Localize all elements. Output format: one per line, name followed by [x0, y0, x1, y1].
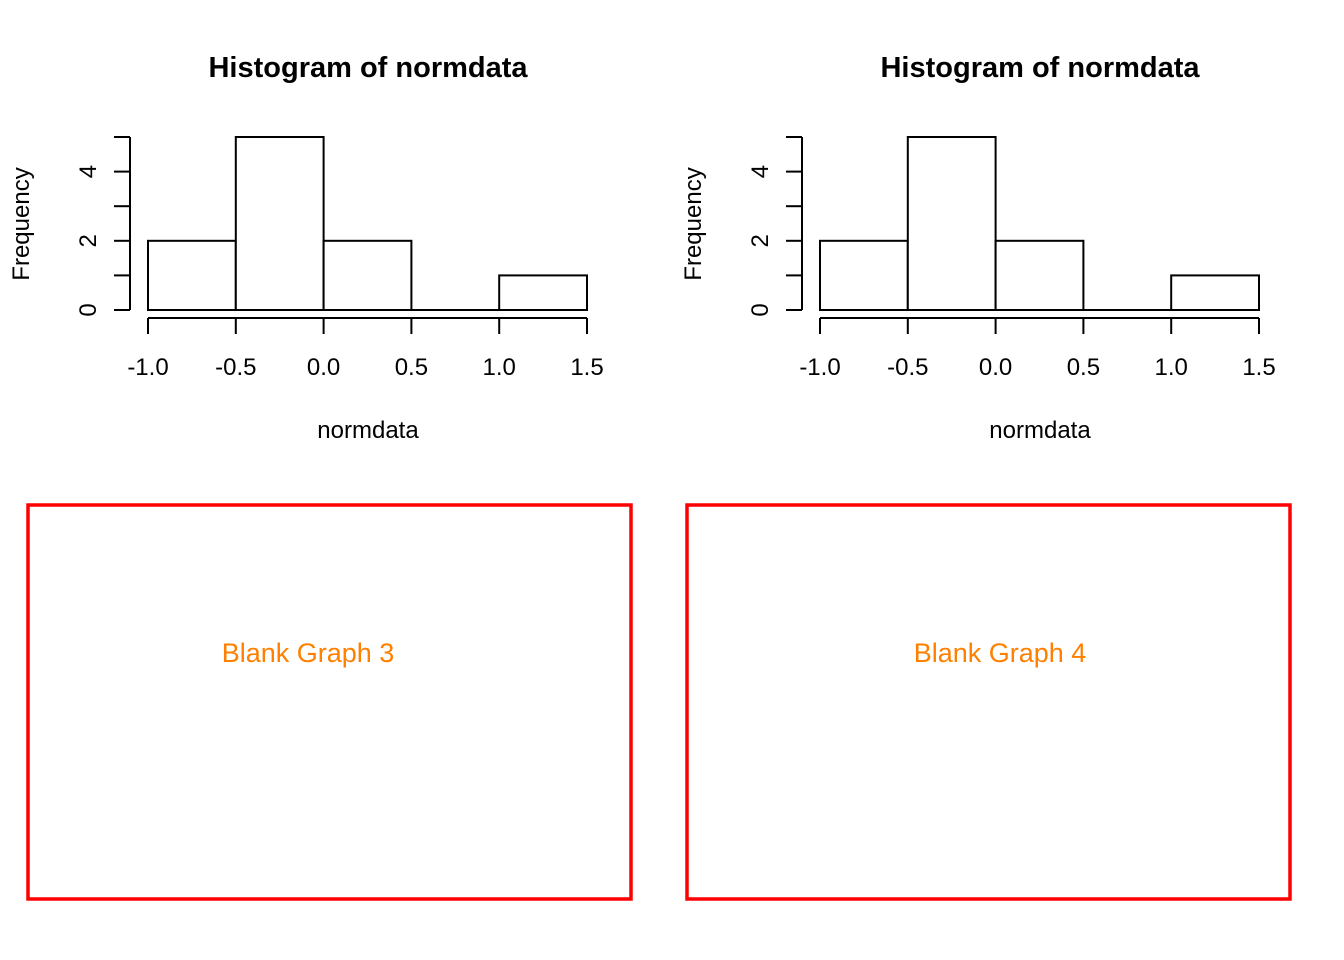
- histogram-bar: [234, 136, 325, 311]
- histogram-panel-2: Histogram of normdata 0 2 4 -1.0 -0.5 0.0 0.5…: [680, 52, 1276, 444]
- histogram-bar: [1170, 274, 1260, 311]
- y-axis-label: Frequency: [8, 167, 35, 280]
- y-tick-label: 2: [75, 234, 102, 247]
- x-tick-label: 1.5: [1242, 354, 1275, 381]
- histogram-bar: [322, 239, 413, 311]
- x-tick-label: -0.5: [215, 354, 256, 381]
- x-tick-label: 1.0: [483, 354, 516, 381]
- blank-graph-3-border: [26, 503, 633, 901]
- y-axis: 0 2 4: [747, 136, 803, 317]
- x-axis-label: normdata: [989, 417, 1091, 444]
- x-tick-label: 0.0: [979, 354, 1012, 381]
- histogram-bar: [498, 274, 589, 311]
- histogram-bar: [147, 239, 237, 311]
- chart-title: Histogram of normdata: [880, 52, 1200, 84]
- bars-group: [147, 136, 589, 311]
- blank-graph-4-panel: Blank Graph 4: [685, 503, 1292, 901]
- bars-group: [819, 136, 1260, 311]
- blank-graph-3-label: Blank Graph 3: [222, 638, 395, 668]
- y-axis: 0 2 4: [75, 136, 131, 317]
- blank-graph-3-panel: Blank Graph 3: [26, 503, 633, 901]
- y-tick-label: 2: [747, 234, 774, 247]
- y-axis-label: Frequency: [680, 167, 707, 280]
- y-tick-label: 4: [747, 165, 774, 178]
- chart-title: Histogram of normdata: [208, 52, 528, 84]
- x-axis: -1.0 -0.5 0.0 0.5 1.0 1.5: [799, 317, 1276, 381]
- x-tick-label: 1.5: [570, 354, 603, 381]
- y-tick-label: 4: [75, 165, 102, 178]
- x-axis: -1.0 -0.5 0.0 0.5 1.0 1.5: [127, 317, 604, 381]
- x-tick-label: 1.0: [1155, 354, 1188, 381]
- x-tick-label: 0.5: [1067, 354, 1100, 381]
- blank-graph-4-label: Blank Graph 4: [914, 638, 1087, 668]
- x-tick-label: -1.0: [799, 354, 840, 381]
- y-tick-label: 0: [75, 303, 102, 316]
- x-tick-label: 0.0: [307, 354, 340, 381]
- x-tick-label: 0.5: [395, 354, 428, 381]
- blank-graph-4-border: [685, 503, 1292, 901]
- histogram-bar: [994, 239, 1085, 311]
- x-tick-label: -0.5: [887, 354, 928, 381]
- histogram-bar: [906, 136, 997, 311]
- x-tick-label: -1.0: [127, 354, 168, 381]
- y-tick-label: 0: [747, 303, 774, 316]
- histogram-bar: [819, 239, 909, 311]
- x-axis-label: normdata: [317, 417, 419, 444]
- histogram-panel-1: Histogram of normdata 0 2 4 -1.0 -0.5 0.0 0.5…: [8, 52, 604, 444]
